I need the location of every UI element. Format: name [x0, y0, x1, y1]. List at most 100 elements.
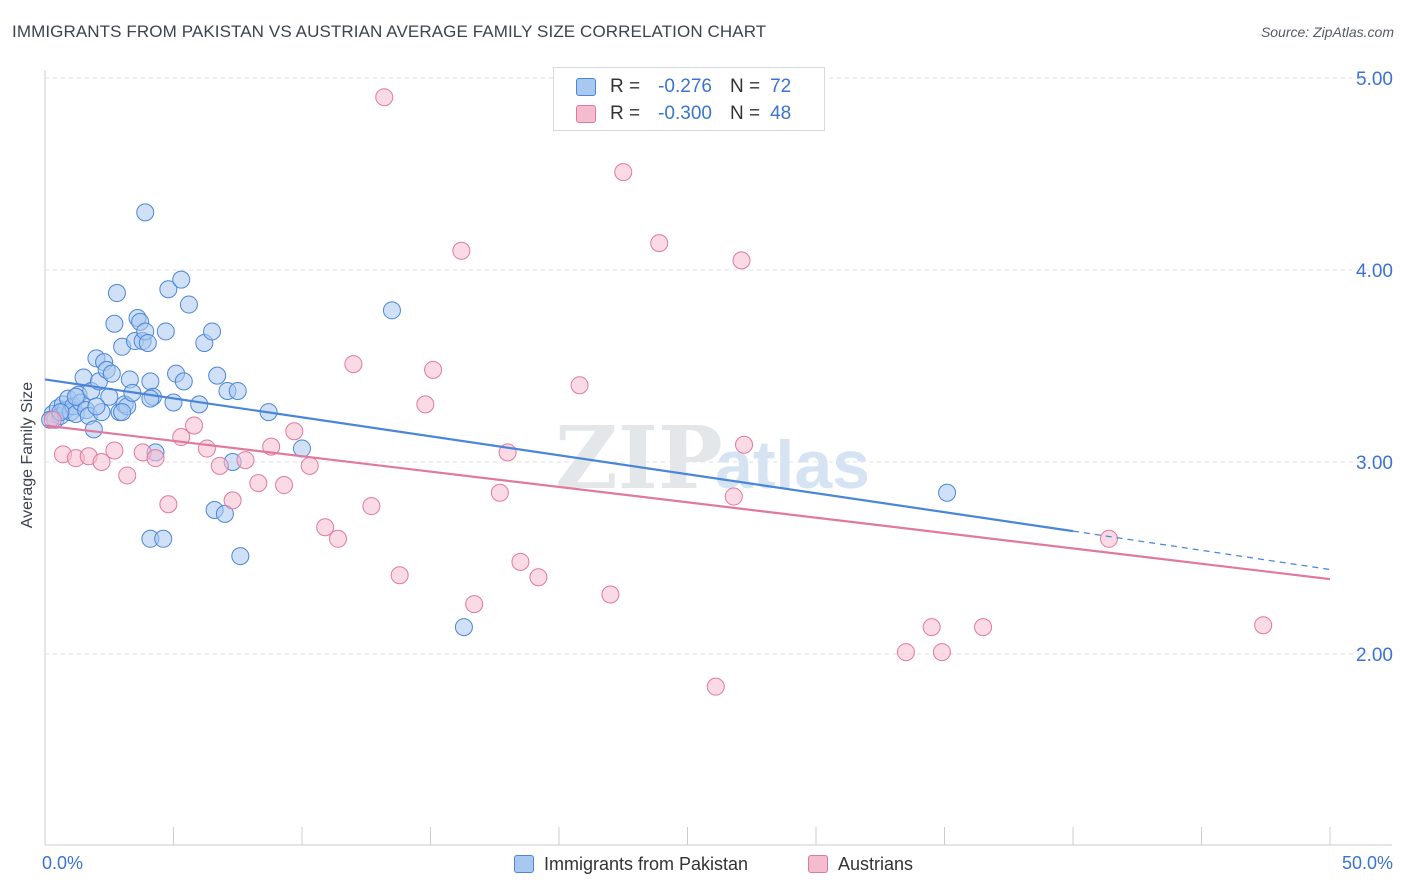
y-axis-label: Average Family Size: [19, 381, 36, 529]
austrians-point: [262, 437, 281, 456]
austrians-point: [300, 456, 319, 475]
austrians-point: [452, 241, 471, 260]
pink-swatch-icon: [576, 105, 596, 123]
austrians-point: [285, 422, 304, 441]
austrians-point: [706, 677, 725, 696]
austrians-point: [601, 585, 620, 604]
austrians-point: [362, 497, 381, 516]
pakistan-point: [102, 364, 121, 383]
n-label: N =: [729, 76, 761, 97]
pakistan-point: [228, 381, 247, 400]
pakistan-point: [156, 322, 175, 341]
bottom-legend-pakistan: Immigrants from Pakistan: [514, 852, 748, 876]
austrians-point: [390, 566, 409, 585]
pakistan-point: [172, 270, 191, 289]
austrians-point: [424, 360, 443, 379]
r-value: -0.300: [658, 103, 712, 124]
austrians-point: [159, 495, 178, 514]
austrians-point: [210, 456, 229, 475]
pakistan-point: [938, 483, 957, 502]
austrians-point: [316, 518, 335, 537]
correlation-legend: R = -0.276 N = 72 R = -0.300 N = 48: [553, 67, 825, 131]
austrians-point: [465, 595, 484, 614]
austrians-point: [275, 476, 294, 495]
austrians-point: [43, 410, 62, 429]
austrians-point: [724, 487, 743, 506]
legend-label-pakistan: Immigrants from Pakistan: [544, 853, 749, 874]
austrians-point: [490, 483, 509, 502]
pakistan-point: [382, 301, 401, 320]
austrians-point: [529, 568, 548, 587]
pakistan-point: [159, 280, 178, 299]
y-tick-label: 5.00: [1356, 69, 1393, 90]
austrians-trend-line: [44, 424, 1331, 581]
pakistan-point: [154, 529, 173, 548]
n-value: 48: [770, 103, 792, 124]
austrians-point: [375, 88, 394, 107]
austrians-point: [236, 451, 255, 470]
austrians-point: [922, 618, 941, 637]
austrians-point: [932, 643, 951, 662]
pakistan-point: [107, 284, 126, 303]
legend-label-austrians: Austrians: [838, 853, 914, 874]
pakistan-point: [66, 387, 85, 406]
pakistan-point: [84, 420, 103, 439]
pakistan-point: [231, 547, 250, 566]
blue-swatch-icon: [514, 855, 534, 873]
austrians-point: [614, 163, 633, 182]
austrians-point: [344, 355, 363, 374]
n-value: 72: [770, 76, 792, 97]
austrians-point: [146, 449, 165, 468]
austrians-point: [735, 435, 754, 454]
austrians-point: [974, 618, 993, 637]
austrians-point: [92, 453, 111, 471]
bottom-legend-austrians: Austrians: [808, 852, 913, 876]
source-note: Source: ZipAtlas.com: [1260, 24, 1394, 40]
austrians-point: [896, 643, 915, 662]
y-tick-label: 2.00: [1356, 645, 1393, 666]
pakistan-trend-line: [44, 378, 1074, 533]
pink-swatch-icon: [808, 855, 828, 873]
austrians-point: [1099, 529, 1118, 548]
pakistan-point: [141, 389, 160, 408]
x-tick-label: 0.0%: [42, 853, 83, 873]
austrians-point: [105, 441, 124, 460]
pakistan-point: [136, 203, 155, 222]
pakistan-point: [203, 322, 222, 341]
pakistan-point: [190, 395, 209, 414]
austrians-point: [1254, 616, 1273, 635]
pakistan-point: [138, 333, 157, 352]
legend-row-pakistan: R = -0.276 N = 72: [576, 76, 791, 98]
r-value: -0.276: [658, 76, 712, 97]
pakistan-point: [174, 372, 193, 391]
chart-title: IMMIGRANTS FROM PAKISTAN VS AUSTRIAN AVE…: [12, 22, 767, 41]
pakistan-point: [87, 397, 106, 416]
x-tick-label: 50.0%: [1342, 853, 1393, 873]
legend-row-austrians: R = -0.300 N = 48: [576, 103, 791, 125]
austrians-point: [511, 552, 530, 571]
pakistan-point: [179, 295, 198, 314]
y-tick-label: 4.00: [1356, 261, 1393, 282]
y-tick-label: 3.00: [1356, 453, 1393, 474]
austrians-point: [732, 251, 751, 270]
pakistan-point: [113, 403, 132, 422]
austrians-point: [249, 474, 268, 493]
austrians-point: [223, 491, 242, 510]
austrians-point: [650, 234, 669, 253]
austrians-point: [416, 395, 435, 414]
pakistan-point: [454, 618, 473, 637]
n-label: N =: [729, 103, 761, 124]
r-label: R =: [610, 76, 641, 97]
austrians-point: [197, 439, 216, 458]
pakistan-point: [141, 372, 160, 391]
r-label: R =: [610, 103, 641, 124]
austrians-point: [118, 466, 137, 485]
austrians-point: [570, 376, 589, 395]
pakistan-point: [215, 504, 234, 523]
pakistan-point: [105, 314, 124, 333]
austrians-point: [185, 416, 204, 435]
austrians-point: [328, 529, 347, 548]
blue-swatch-icon: [576, 78, 596, 96]
pakistan-point: [208, 366, 227, 385]
